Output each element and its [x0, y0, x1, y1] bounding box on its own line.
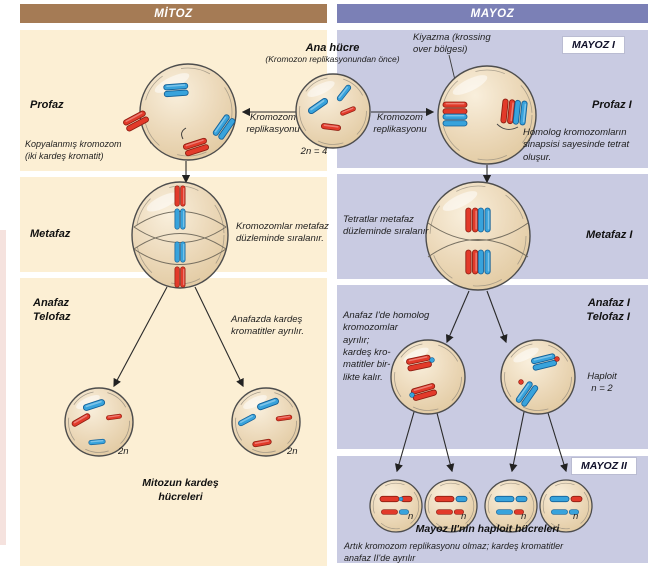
- anafazda-note: Anafazda kardeş kromatitler ayrılır.: [231, 314, 305, 338]
- mayoz2-badge: MAYOZ II: [572, 458, 636, 474]
- mitoz-anafaz-label: Anafaz Telofaz: [33, 297, 71, 324]
- meiosis-metaphase1-cell: [425, 181, 531, 291]
- tetratlar-note: Tetratlar metafaz düzleminde sıralanır: [343, 214, 429, 238]
- mitosis-metaphase-cell: [131, 181, 229, 289]
- spindle-fibers: [427, 222, 529, 258]
- n-label-2: n: [461, 511, 467, 522]
- mitoz-profaz-label: Profaz: [30, 99, 64, 111]
- synapsis-squiggle: [496, 123, 519, 130]
- tetrad-vertical: [501, 99, 528, 125]
- mitoz-metafaz-label: Metafaz: [30, 228, 71, 240]
- mitoz-header: MİTOZ: [20, 4, 327, 23]
- replication-label-left: Kromozom replikasyonu: [246, 112, 300, 136]
- parent-cell: [295, 73, 371, 149]
- parent-cell-title: Ana hücre: [305, 42, 360, 54]
- daughter-ploidy-right: 2n: [287, 446, 298, 457]
- mayoz-profaz1-label: Profaz I: [592, 99, 632, 111]
- mitoz-header-label: MİTOZ: [154, 7, 193, 20]
- spindle-fibers: [133, 211, 227, 265]
- mayoz2-cell-1: [369, 479, 423, 533]
- n-label-1: n: [408, 511, 414, 522]
- copied-chromosome-note: Kopyalanmış kromozom (iki kardeş kromati…: [25, 139, 122, 161]
- haploit-label: Haploit n = 2: [587, 371, 617, 395]
- replication-label-right: Kromozom replikasyonu: [373, 112, 427, 136]
- mayoz-anafaz1-section-bg: [337, 285, 648, 449]
- anafaz1-note: Anafaz I'de homolog kromozomlar ayrılır;…: [343, 310, 430, 383]
- mayoz-anafaz1-label: Anafaz I Telofaz I: [586, 297, 630, 324]
- mitosis-daughter-cell-right: [231, 387, 301, 457]
- mayoz2-cell-2: [424, 479, 478, 533]
- mitosis-prophase-cell: [122, 63, 237, 161]
- kiyazma-note: Kiyazma (krossing over bölgesi): [413, 32, 491, 56]
- n-label-4: n: [573, 511, 579, 522]
- parent-ploidy-label: 2n = 4: [300, 146, 328, 157]
- meiosis-anafaz1-cell-right: [500, 339, 576, 415]
- mayoz2-caption: Mayoz II'nin haploit hücreleri: [415, 523, 560, 535]
- bracket-mark: [181, 127, 187, 140]
- parent-cell-subtitle: (Kromozon replikasyonundan önce): [265, 54, 400, 64]
- mitoz-metafaz-note: Kromozomlar metafaz düzleminde sıralanır…: [236, 221, 329, 245]
- page-edge-strip: [0, 230, 6, 545]
- daughter-ploidy-left: 2n: [118, 446, 129, 457]
- meiosis-prophase1-cell: [437, 65, 537, 165]
- meiosis-anafaz1-cell-left: [390, 339, 466, 415]
- mitosis-daughter-cell-left: [64, 387, 134, 457]
- mayoz2-cell-4: [539, 479, 593, 533]
- mayoz-header: MAYOZ: [337, 4, 648, 23]
- mayoz-metafaz1-label: Metafaz I: [586, 229, 633, 241]
- mayoz2-cell-3: [484, 479, 538, 533]
- mayoz2-footnote: Artık kromozom replikasyonu olmaz; karde…: [344, 541, 564, 563]
- mayoz1-badge: MAYOZ I: [563, 37, 624, 53]
- flow-arrows: [113, 107, 568, 473]
- tetrad-horizontal: [442, 101, 468, 127]
- mayoz-header-label: MAYOZ: [470, 7, 515, 20]
- n-label-3: n: [521, 511, 527, 522]
- mitoz-caption: Mitozun kardeş hücreleri: [142, 477, 219, 503]
- homolog-synapsis-note: Homolog kromozomların sinapsisi sayesind…: [523, 127, 630, 163]
